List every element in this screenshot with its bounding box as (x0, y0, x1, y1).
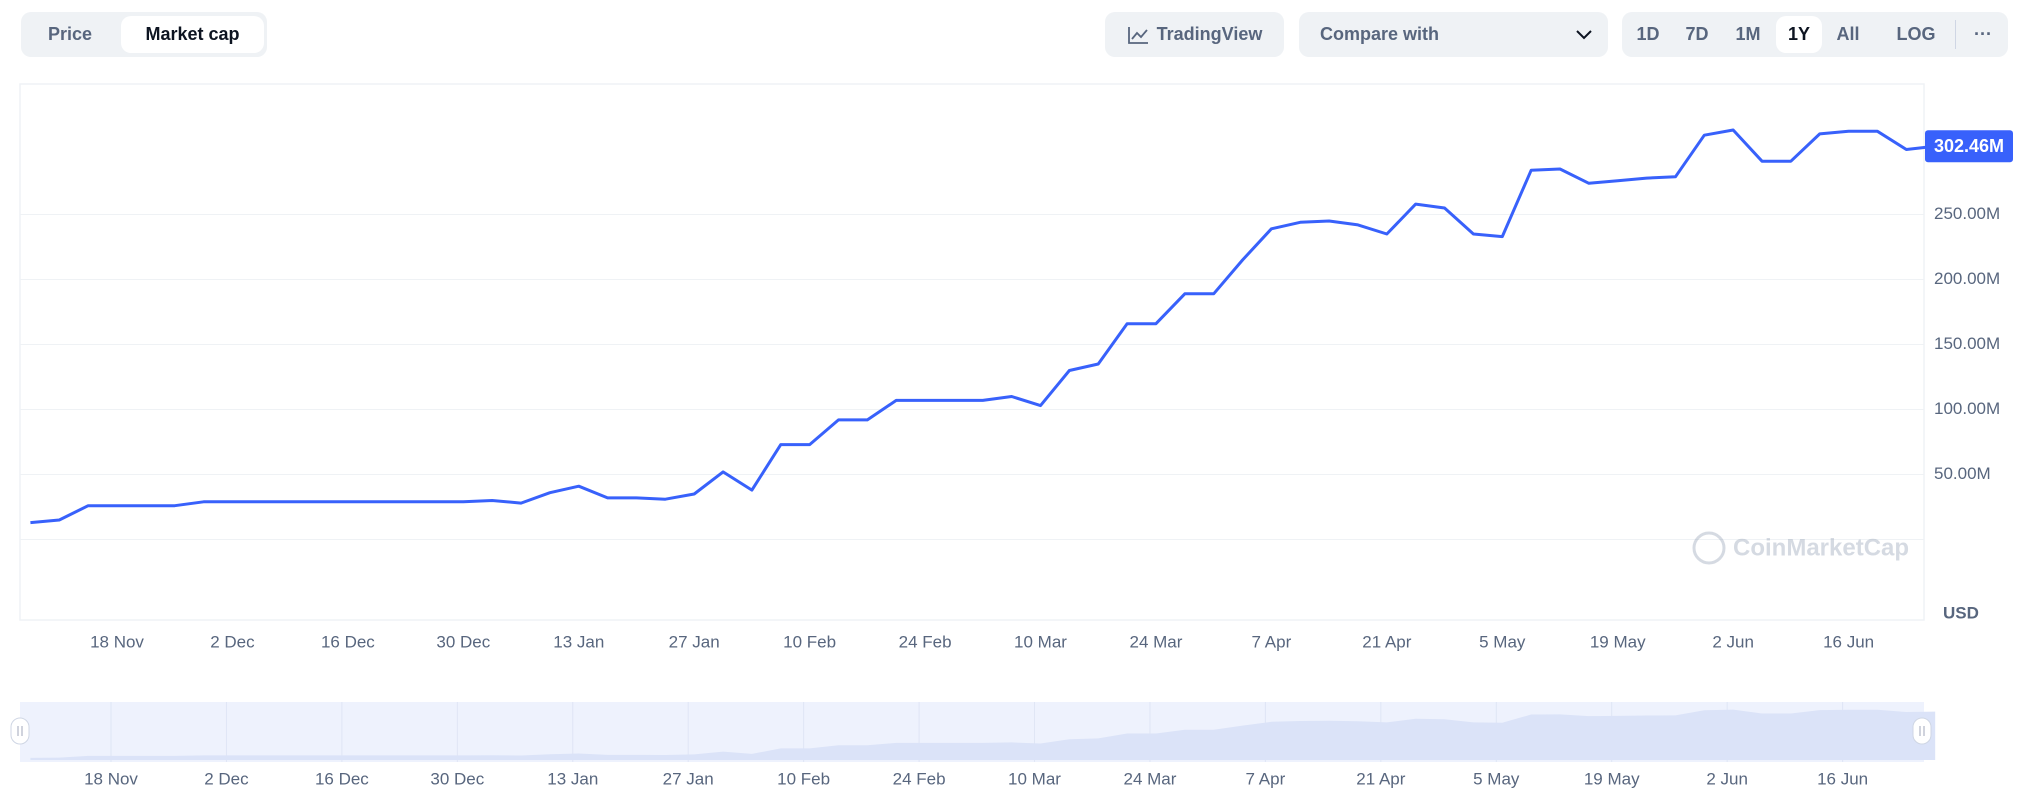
y-tick-label: 100.00M (1934, 399, 2000, 418)
currency-label: USD (1943, 603, 1979, 622)
chevron-icon (1576, 30, 1592, 40)
x-tick-label: 13 Jan (553, 632, 604, 651)
compare-dropdown[interactable]: Compare with (1299, 12, 1608, 57)
navigator-tick-label: 2 Jun (1706, 769, 1748, 788)
plot-frame (19, 83, 1925, 621)
compare-label: Compare with (1320, 24, 1440, 44)
x-tick-label: 2 Jun (1712, 632, 1754, 651)
range-button[interactable]: All (1836, 24, 1860, 44)
range-button[interactable]: 1Y (1776, 16, 1822, 53)
navigator-tick-label: 13 Jan (547, 769, 598, 788)
x-tick-label: 16 Dec (321, 632, 375, 651)
navigator-tick-label: 24 Mar (1123, 769, 1176, 788)
log-button[interactable]: LOG (1896, 24, 1936, 44)
navigator-handle (10, 717, 30, 745)
y-tick-label: 150.00M (1934, 334, 2000, 353)
range-button[interactable]: 7D (1685, 24, 1709, 44)
navigator-area (30, 709, 1936, 760)
y-tick-label: 250.00M (1934, 204, 2000, 223)
navigator-tick-label: 24 Feb (893, 769, 946, 788)
price-line (30, 128, 1936, 525)
navigator-tick-label: 18 Nov (84, 769, 138, 788)
tradingview-label: TradingView (1156, 24, 1263, 44)
x-tick-label: 5 May (1479, 632, 1526, 651)
navigator-tick-label: 5 May (1473, 769, 1520, 788)
watermark-logo (1692, 531, 1726, 565)
tradingview-button[interactable]: TradingView (1105, 12, 1284, 57)
navigator-tick-label: 27 Jan (663, 769, 714, 788)
current-value-label: 302.46M (1934, 136, 2004, 156)
more-button[interactable]: ··· (1974, 24, 1992, 44)
x-tick-label: 19 May (1590, 632, 1646, 651)
tab-button[interactable]: Price (47, 24, 93, 44)
y-tick-label: 50.00M (1934, 464, 1991, 483)
x-tick-label: 24 Mar (1129, 632, 1182, 651)
x-tick-label: 18 Nov (90, 632, 144, 651)
range-button[interactable]: 1M (1735, 24, 1761, 44)
tradingview-icon (1127, 26, 1148, 44)
tab-button[interactable]: Market cap (121, 16, 264, 53)
navigator-tick-label: 7 Apr (1246, 769, 1286, 788)
watermark-text: CoinMarketCap (1733, 534, 1909, 561)
x-tick-label: 24 Feb (899, 632, 952, 651)
navigator-tick-label: 16 Jun (1817, 769, 1868, 788)
navigator-tick-label: 2 Dec (204, 769, 249, 788)
range-button[interactable]: 1D (1636, 24, 1660, 44)
x-tick-label: 21 Apr (1362, 632, 1411, 651)
y-tick-label: 200.00M (1934, 269, 2000, 288)
compare-dropdown-bg (1299, 12, 1608, 57)
x-tick-label: 2 Dec (210, 632, 255, 651)
divider (1955, 20, 1956, 49)
current-value-tag (1925, 130, 2013, 163)
navigator-tick-label: 30 Dec (430, 769, 484, 788)
navigator-tick-label: 10 Feb (777, 769, 830, 788)
navigator-tick-label: 21 Apr (1356, 769, 1405, 788)
navigator-handle (1912, 717, 1932, 745)
x-tick-label: 27 Jan (669, 632, 720, 651)
navigator-tick-label: 10 Mar (1008, 769, 1061, 788)
x-tick-label: 10 Mar (1014, 632, 1067, 651)
x-tick-label: 16 Jun (1823, 632, 1874, 651)
x-tick-label: 7 Apr (1252, 632, 1292, 651)
x-tick-label: 10 Feb (783, 632, 836, 651)
watermark: CoinMarketCap (1692, 531, 1909, 565)
navigator-tick-label: 16 Dec (315, 769, 369, 788)
navigator-tick-label: 19 May (1584, 769, 1640, 788)
x-tick-label: 30 Dec (436, 632, 490, 651)
